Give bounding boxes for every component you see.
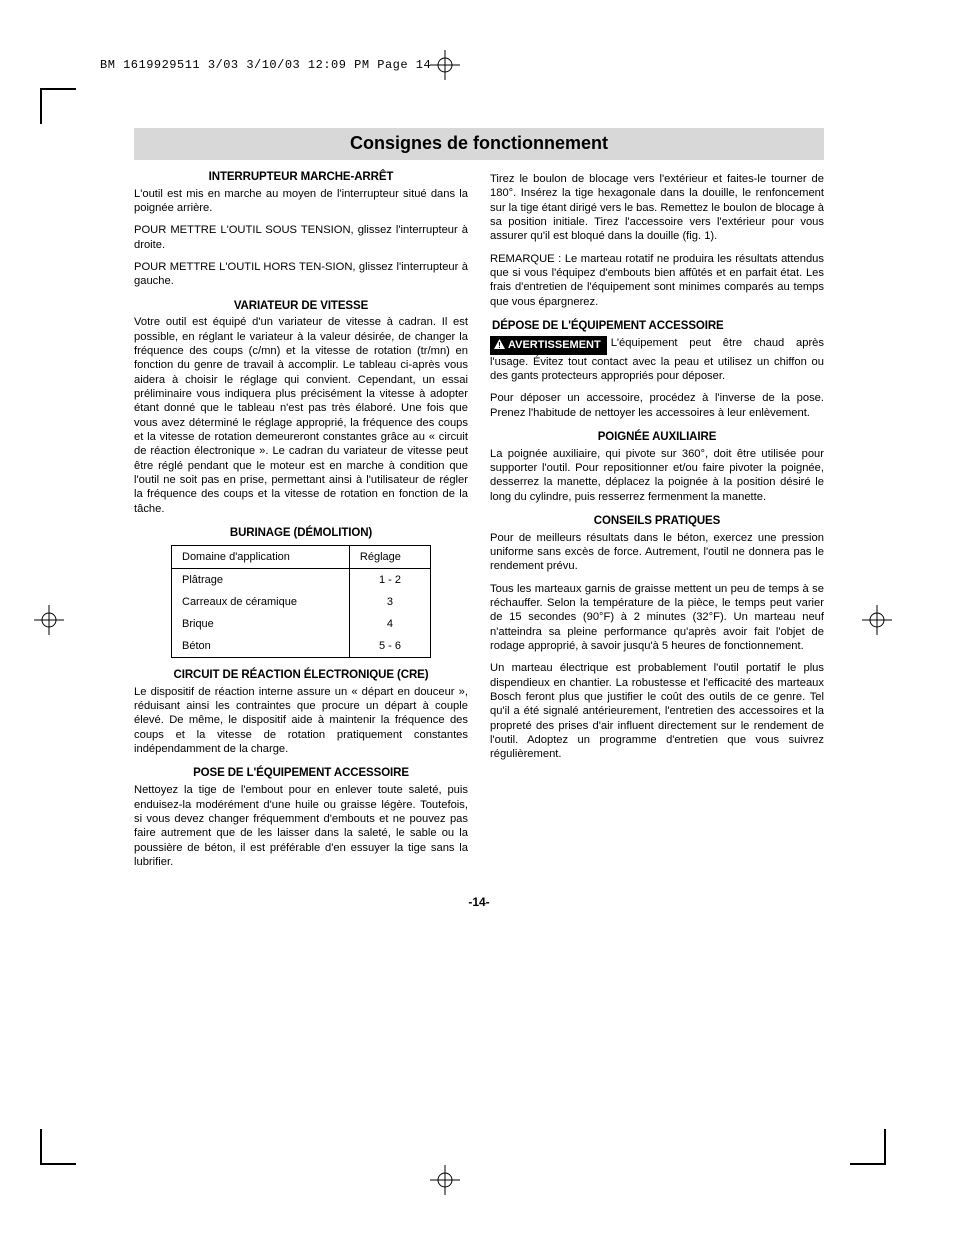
table-cell: 1 - 2 [349,568,430,591]
table-cell: Plâtrage [172,568,350,591]
body-text: REMARQUE : Le marteau rotatif ne produir… [490,252,824,309]
heading-switch: INTERRUPTEUR MARCHE-ARRÊT [134,170,468,185]
table-row: Plâtrage 1 - 2 [172,568,431,591]
registration-mark-top [430,50,460,80]
table-cell: 4 [349,613,430,635]
registration-mark-right [862,605,892,635]
body-text: POUR METTRE L'OUTIL HORS TEN-SION, gliss… [134,260,468,289]
crop-mark-top-left [40,88,76,124]
table-row: Béton 5 - 6 [172,635,431,658]
table-cell: 5 - 6 [349,635,430,658]
svg-text:!: ! [498,341,501,349]
right-column: Tirez le boulon de blocage vers l'extéri… [490,170,824,877]
body-text: Tirez le boulon de blocage vers l'extéri… [490,172,824,244]
body-text: Pour déposer un accessoire, procédez à l… [490,391,824,420]
table-cell: Brique [172,613,350,635]
two-column-layout: INTERRUPTEUR MARCHE-ARRÊT L'outil est mi… [134,170,824,877]
body-text: Un marteau électrique est probablement l… [490,661,824,761]
registration-mark-left [34,605,64,635]
table-header: Domaine d'application [172,545,350,568]
table-cell: Carreaux de céramique [172,591,350,613]
registration-mark-bottom [430,1165,460,1195]
table-row: Brique 4 [172,613,431,635]
body-text: L'outil est mis en marche au moyen de l'… [134,187,468,216]
heading-chipping: BURINAGE (DÉMOLITION) [134,526,468,541]
table-row: Carreaux de céramique 3 [172,591,431,613]
heading-remove: DÉPOSE DE L'ÉQUIPEMENT ACCESSOIRE [492,319,824,334]
table-cell: 3 [349,591,430,613]
heading-aux-handle: POIGNÉE AUXILIAIRE [490,430,824,445]
heading-install: POSE DE L'ÉQUIPEMENT ACCESSOIRE [134,766,468,781]
warning-icon: ! [494,339,505,353]
heading-cre: CIRCUIT DE RÉACTION ÉLECTRONIQUE (CRE) [134,668,468,683]
print-header: BM 1619929511 3/03 3/10/03 12:09 PM Page… [100,58,431,72]
table-cell: Béton [172,635,350,658]
warning-badge: ! AVERTISSEMENT [490,336,607,355]
table-header: Réglage [349,545,430,568]
crop-mark-bottom-left [40,1129,76,1165]
body-text: Pour de meilleurs résultats dans le béto… [490,531,824,574]
settings-table: Domaine d'application Réglage Plâtrage 1… [171,545,431,658]
crop-mark-bottom-right [850,1129,886,1165]
warning-label: AVERTISSEMENT [508,339,601,351]
body-text: Votre outil est équipé d'un variateur de… [134,315,468,516]
table-header-row: Domaine d'application Réglage [172,545,431,568]
page-number: -14- [134,895,824,909]
body-text: La poignée auxiliaire, qui pivote sur 36… [490,447,824,504]
left-column: INTERRUPTEUR MARCHE-ARRÊT L'outil est mi… [134,170,468,877]
heading-speed: VARIATEUR DE VITESSE [134,299,468,314]
heading-tips: CONSEILS PRATIQUES [490,514,824,529]
body-text: POUR METTRE L'OUTIL SOUS TENSION, glisse… [134,223,468,252]
warning-paragraph: ! AVERTISSEMENT L'équipement peut être c… [490,336,824,384]
body-text: Nettoyez la tige de l'embout pour en enl… [134,783,468,869]
page-content: Consignes de fonctionnement INTERRUPTEUR… [134,128,824,909]
body-text: Tous les marteaux garnis de graisse mett… [490,582,824,654]
body-text: Le dispositif de réaction interne assure… [134,685,468,757]
page-title: Consignes de fonctionnement [134,128,824,160]
